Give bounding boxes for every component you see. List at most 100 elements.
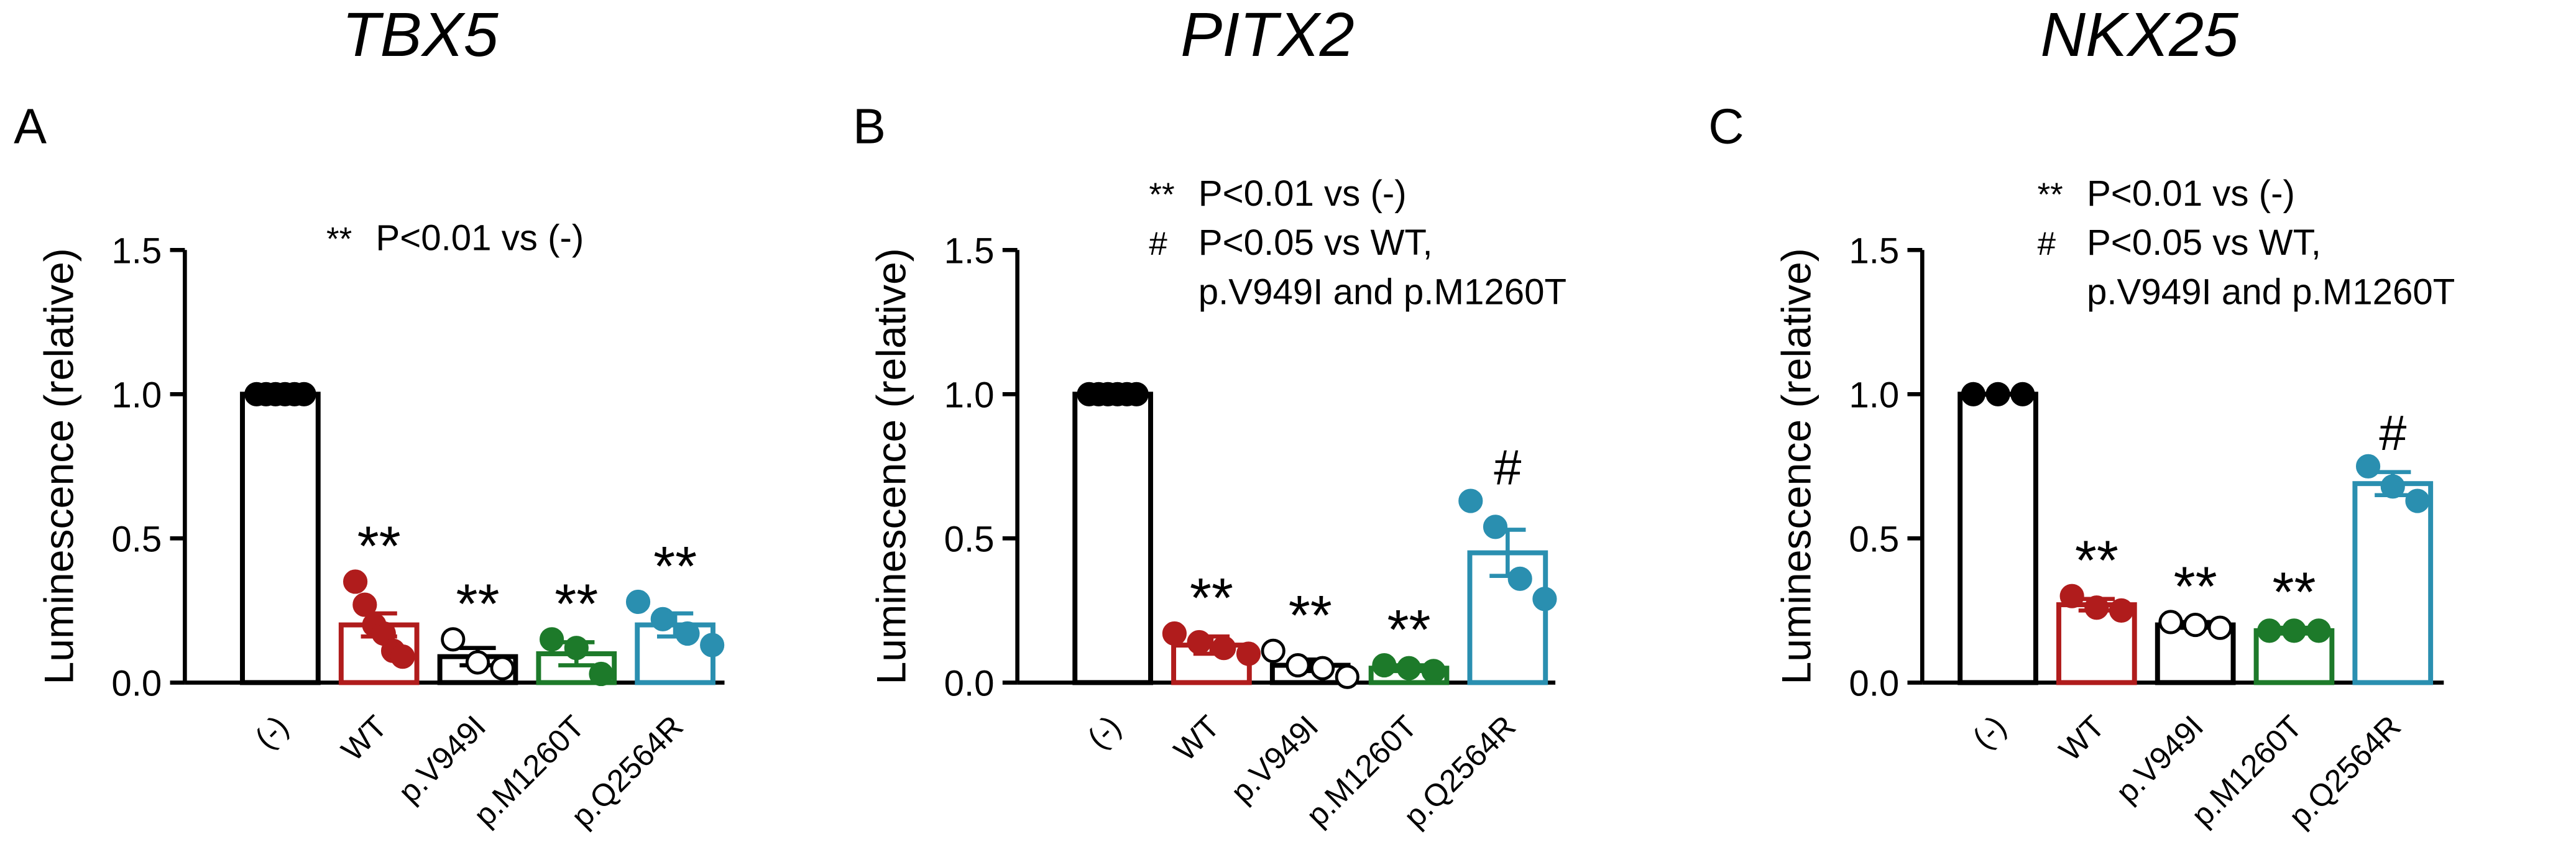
legend-text: P<0.01 vs (-) — [1198, 173, 1407, 214]
significance-mark: ** — [1387, 599, 1431, 661]
data-point — [2281, 618, 2307, 643]
x-tick-label: WT — [334, 708, 394, 768]
significance-mark: ** — [2075, 530, 2118, 592]
data-point — [1483, 515, 1508, 539]
data-point — [2183, 612, 2208, 638]
data-point — [352, 592, 377, 617]
chart-title: PITX2 — [1180, 0, 1354, 70]
y-tick-label: 1.0 — [111, 375, 162, 416]
legend-text: P<0.01 vs (-) — [375, 218, 584, 258]
legend-symbol: # — [1149, 226, 1167, 262]
y-axis-label: Luminescence (relative) — [36, 248, 82, 684]
y-tick-label: 0.5 — [1849, 520, 1899, 560]
y-tick-label: 1.5 — [944, 231, 995, 271]
data-point — [650, 607, 675, 631]
data-point — [465, 650, 490, 675]
legend-text: P<0.05 vs WT, — [1198, 222, 1433, 263]
data-point — [2355, 454, 2381, 479]
bar — [2352, 481, 2434, 685]
data-point — [1212, 636, 1236, 661]
legend-text: p.V949I and p.M1260T — [2087, 272, 2455, 313]
bar — [1072, 392, 1153, 685]
data-point — [564, 636, 589, 661]
data-point — [1458, 488, 1483, 513]
bar — [1957, 392, 2038, 685]
y-tick-label: 1.0 — [944, 375, 995, 416]
y-axis-label: Luminescence (relative) — [1773, 248, 1819, 684]
data-point — [1286, 653, 1310, 678]
legend-symbol: ** — [1149, 176, 1174, 213]
data-point — [2380, 474, 2405, 499]
significance-mark: # — [1494, 440, 1521, 495]
data-point — [2109, 598, 2134, 623]
data-point — [2257, 618, 2282, 643]
legend-text: P<0.01 vs (-) — [2087, 173, 2295, 214]
data-point — [2405, 488, 2430, 513]
data-point — [2010, 382, 2035, 406]
data-point — [1124, 382, 1149, 406]
data-point — [2059, 584, 2084, 608]
legend-text: P<0.05 vs WT, — [2087, 222, 2321, 263]
data-point — [1985, 382, 2010, 406]
y-tick-label: 0.5 — [111, 520, 162, 560]
significance-mark: ** — [2272, 562, 2316, 624]
significance-mark: # — [2379, 405, 2406, 460]
data-point — [1507, 566, 1532, 591]
y-axis-label: Luminescence (relative) — [869, 248, 915, 684]
data-point — [1162, 621, 1187, 646]
y-tick-label: 0.0 — [944, 664, 995, 704]
significance-mark: ** — [456, 573, 499, 635]
chart-title: TBX5 — [342, 0, 499, 70]
data-point — [490, 656, 515, 680]
y-tick-label: 0.0 — [1849, 664, 1899, 704]
panel-letter: A — [14, 98, 47, 153]
data-point — [1961, 382, 1985, 406]
panel-letter: B — [853, 98, 886, 153]
significance-mark: ** — [1289, 585, 1332, 647]
data-point — [700, 633, 725, 657]
data-point — [292, 382, 316, 406]
y-tick-label: 1.5 — [111, 231, 162, 271]
data-point — [390, 644, 415, 669]
data-point — [1335, 664, 1359, 689]
y-tick-label: 1.5 — [1849, 231, 1899, 271]
x-tick-label: (-) — [1080, 708, 1128, 756]
significance-mark: ** — [357, 516, 401, 578]
data-point — [343, 569, 368, 594]
x-tick-label: (-) — [1966, 708, 2013, 756]
significance-mark: ** — [2174, 556, 2217, 618]
y-tick-label: 1.0 — [1849, 375, 1899, 416]
bar — [240, 392, 321, 685]
data-point — [1372, 653, 1397, 678]
significance-mark: ** — [554, 573, 598, 635]
x-tick-label: p.V949I — [391, 708, 492, 810]
data-point — [441, 627, 466, 652]
legend-symbol: ** — [326, 221, 352, 257]
data-point — [1421, 659, 1446, 684]
legend-symbol: ** — [2038, 176, 2063, 213]
x-tick-label: (-) — [248, 708, 295, 756]
data-point — [589, 661, 614, 687]
legend-symbol: # — [2038, 226, 2056, 262]
data-point — [1532, 587, 1557, 612]
data-point — [2306, 618, 2331, 643]
data-point — [1187, 630, 1212, 655]
data-point — [2084, 595, 2109, 620]
x-tick-label: WT — [2052, 708, 2112, 768]
data-point — [1310, 656, 1335, 680]
panel-letter: C — [1708, 98, 1744, 153]
x-tick-label: WT — [1167, 708, 1226, 768]
data-point — [2158, 610, 2183, 634]
x-tick-label: p.V949I — [2109, 708, 2210, 810]
x-tick-label: p.V949I — [1224, 708, 1325, 810]
legend-text: p.V949I and p.M1260T — [1198, 272, 1566, 313]
data-point — [625, 589, 651, 615]
data-point — [1261, 638, 1286, 663]
y-tick-label: 0.0 — [111, 664, 162, 704]
data-point — [540, 627, 564, 652]
significance-mark: ** — [1190, 567, 1233, 630]
data-point — [2207, 615, 2232, 640]
bar — [1467, 550, 1548, 685]
